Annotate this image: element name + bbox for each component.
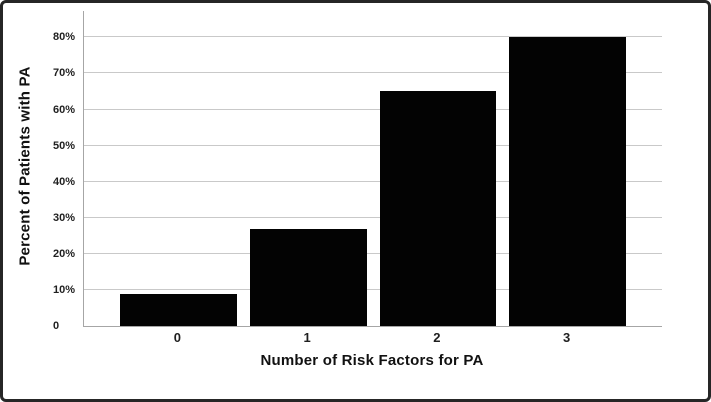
bar-risk-factors-2 <box>379 91 497 326</box>
gridline-80% <box>84 36 662 38</box>
gridline-10% <box>84 288 662 290</box>
x-tick-label-0: 0 <box>173 330 181 345</box>
y-tick-label-80%: 80% <box>53 31 76 44</box>
gridline-50% <box>84 144 662 146</box>
y-axis-tick-labels: 0 10% 20% 30% 40% 50% 60% 70% 80% <box>53 3 83 399</box>
x-axis-tick-labels: 0 1 2 3 <box>83 330 661 345</box>
y-tick-label-0: 0 <box>53 320 60 332</box>
gridline-40% <box>84 180 662 182</box>
y-tick-label-40%: 40% <box>53 175 76 188</box>
x-tick-label-1: 1 <box>303 330 311 345</box>
x-tick-label-2: 2 <box>433 330 441 345</box>
x-tick-label-3: 3 <box>563 330 571 345</box>
bar-risk-factors-0 <box>120 293 237 326</box>
y-tick-label-10%: 10% <box>53 283 76 296</box>
bars-group <box>84 11 662 326</box>
bar-risk-factors-3 <box>509 37 626 326</box>
y-tick-label-50%: 50% <box>53 139 76 152</box>
bar-risk-factors-1 <box>249 228 367 326</box>
plot-area <box>83 11 662 327</box>
gridline-60% <box>84 108 662 110</box>
y-tick-label-20%: 20% <box>53 247 76 260</box>
y-tick-label-70%: 70% <box>53 67 76 80</box>
y-tick-label-30%: 30% <box>53 211 76 224</box>
gridline-70% <box>84 72 662 74</box>
gridline-30% <box>84 216 662 218</box>
y-tick-label-60%: 60% <box>53 103 76 116</box>
y-axis-title: Percent of Patients with PA <box>16 66 34 266</box>
gridline-20% <box>84 252 662 254</box>
x-axis-title: Number of Risk Factors for PA <box>260 352 484 369</box>
